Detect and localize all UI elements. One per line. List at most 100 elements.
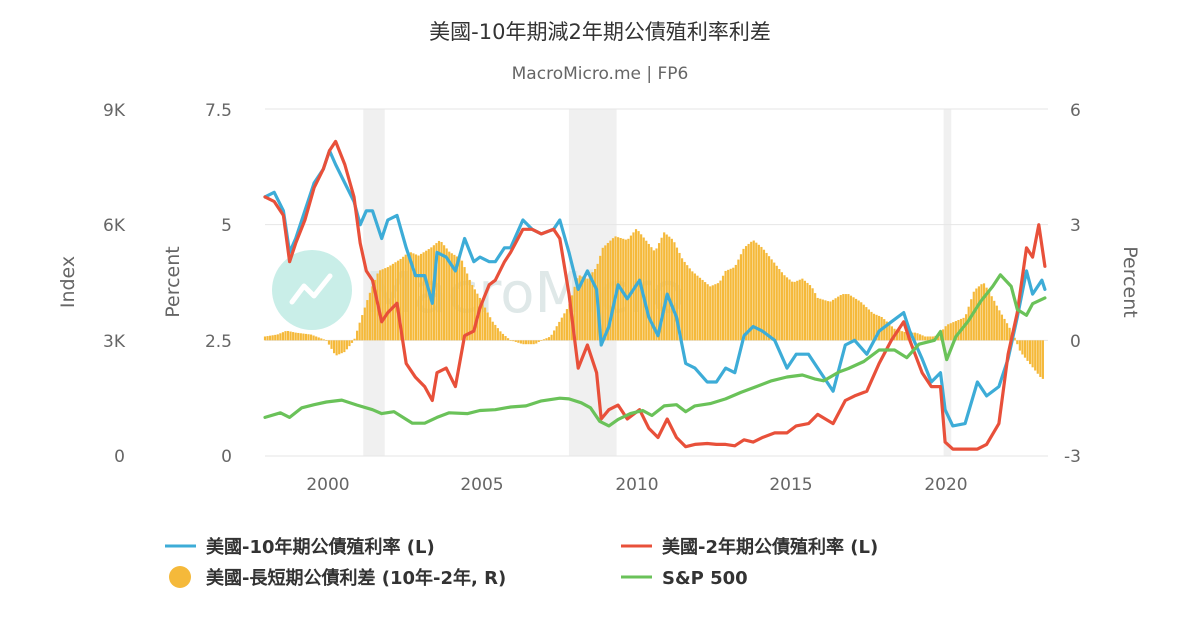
spread-bar-206 xyxy=(791,281,794,341)
legend-item-sp500[interactable]: S&P 500 xyxy=(621,568,748,589)
spread-bar-99 xyxy=(517,340,520,343)
spread-bar-131 xyxy=(599,255,602,341)
spread-bar-255 xyxy=(916,333,919,341)
spread-bar-30 xyxy=(340,340,343,354)
index-tick-9k: 9K xyxy=(103,101,126,121)
legend-label-10y: 美國-10年期公債殖利率 (L) xyxy=(206,536,435,558)
spread-bar-22 xyxy=(320,338,323,341)
spread-bar-144 xyxy=(632,232,635,341)
spread-bar-17 xyxy=(307,334,310,341)
spread-bar-35 xyxy=(353,338,356,341)
spread-bar-249 xyxy=(901,331,904,341)
series-line-0 xyxy=(263,149,1047,428)
spread-bar-233 xyxy=(860,302,863,341)
spread-bar-57 xyxy=(409,252,412,341)
spread-bar-12 xyxy=(294,332,297,341)
spread-bar-230 xyxy=(852,297,855,341)
spread-bar-107 xyxy=(537,340,540,342)
spread-bar-133 xyxy=(604,245,607,341)
spread-bar-101 xyxy=(522,340,525,345)
spread-bar-164 xyxy=(683,261,686,341)
spread-bar-151 xyxy=(650,247,653,341)
right-axis: 6 3 0 -3 Percent xyxy=(1064,101,1141,467)
spread-bar-196 xyxy=(765,252,768,341)
spread-bar-202 xyxy=(780,272,783,341)
spread-bar-43 xyxy=(373,279,377,341)
spread-bar-187 xyxy=(742,248,745,341)
spread-bar-219 xyxy=(824,300,827,341)
spread-bar-118 xyxy=(565,309,569,341)
spread-bar-268 xyxy=(949,323,952,341)
spread-bar-1 xyxy=(266,336,269,341)
spread-bar-98 xyxy=(514,340,517,342)
spread-bar-179 xyxy=(721,275,725,341)
spread-bar-105 xyxy=(532,340,535,345)
index-tick-3k: 3K xyxy=(103,332,126,352)
spread-bar-74 xyxy=(453,254,456,341)
spread-bar-199 xyxy=(773,262,776,341)
spread-bar-46 xyxy=(381,269,384,341)
spread-bar-49 xyxy=(389,265,392,341)
spread-bar-213 xyxy=(808,285,812,341)
spread-bar-226 xyxy=(842,294,845,341)
spread-bar-267 xyxy=(947,324,950,341)
spread-bar-198 xyxy=(770,259,773,341)
spread-bar-42 xyxy=(371,286,374,341)
spread-bar-117 xyxy=(563,313,566,341)
spread-bar-181 xyxy=(727,269,730,341)
spread-bar-80 xyxy=(468,279,471,341)
spread-bar-215 xyxy=(814,293,817,341)
spread-bar-122 xyxy=(576,278,579,341)
spread-bar-108 xyxy=(540,340,543,341)
spread-bar-276 xyxy=(970,299,973,341)
spread-bar-142 xyxy=(627,238,630,341)
spread-bar-220 xyxy=(826,301,830,341)
spread-bar-14 xyxy=(299,333,302,341)
spread-bar-274 xyxy=(965,314,968,341)
spread-bar-256 xyxy=(918,334,922,341)
spread-bar-159 xyxy=(670,238,673,341)
spread-bar-193 xyxy=(757,244,760,341)
spread-bar-158 xyxy=(668,236,671,341)
spread-bar-243 xyxy=(885,321,888,341)
index-tick-6k: 6K xyxy=(103,216,126,236)
spread-bar-75 xyxy=(455,256,458,341)
spread-bar-260 xyxy=(929,336,932,341)
spread-bar-238 xyxy=(872,313,876,341)
spread-bar-88 xyxy=(489,317,492,341)
spread-bar-222 xyxy=(831,299,835,341)
spread-bar-89 xyxy=(491,321,494,341)
spread-bar-296 xyxy=(1021,340,1024,355)
spread-bar-7 xyxy=(281,332,284,341)
x-tick-2010: 2010 xyxy=(615,475,658,495)
spread-bar-155 xyxy=(660,237,663,341)
spread-bar-70 xyxy=(443,245,446,341)
spread-bar-37 xyxy=(358,322,361,341)
spread-bar-225 xyxy=(839,295,842,341)
spread-bar-16 xyxy=(304,333,308,341)
spread-bar-58 xyxy=(412,253,415,341)
spread-bar-111 xyxy=(547,337,551,341)
spread-bar-245 xyxy=(890,326,893,341)
spread-bar-204 xyxy=(785,277,789,341)
spread-bar-175 xyxy=(711,285,714,341)
spread-bar-93 xyxy=(501,333,505,341)
legend-item-spread[interactable]: 美國-長短期公債利差 (10年-2年, R) xyxy=(169,566,506,589)
spread-bar-76 xyxy=(458,258,461,341)
spread-bar-110 xyxy=(545,338,548,341)
spread-bar-102 xyxy=(524,340,528,345)
right-axis-title: Percent xyxy=(1119,246,1141,318)
spread-bar-69 xyxy=(440,242,443,341)
spread-bar-176 xyxy=(714,284,717,341)
spread-bar-96 xyxy=(509,340,512,341)
spread-bar-146 xyxy=(637,231,640,341)
legend-item-2y[interactable]: 美國-2年期公債殖利率 (L) xyxy=(621,536,878,558)
spread-bar-271 xyxy=(957,319,960,341)
spread-bar-129 xyxy=(594,269,597,341)
spread-bar-39 xyxy=(363,307,366,341)
spread-bar-0 xyxy=(263,336,267,341)
spread-bar-114 xyxy=(555,326,558,341)
spread-bar-162 xyxy=(678,252,681,341)
legend-item-10y[interactable]: 美國-10年期公債殖利率 (L) xyxy=(165,536,435,558)
